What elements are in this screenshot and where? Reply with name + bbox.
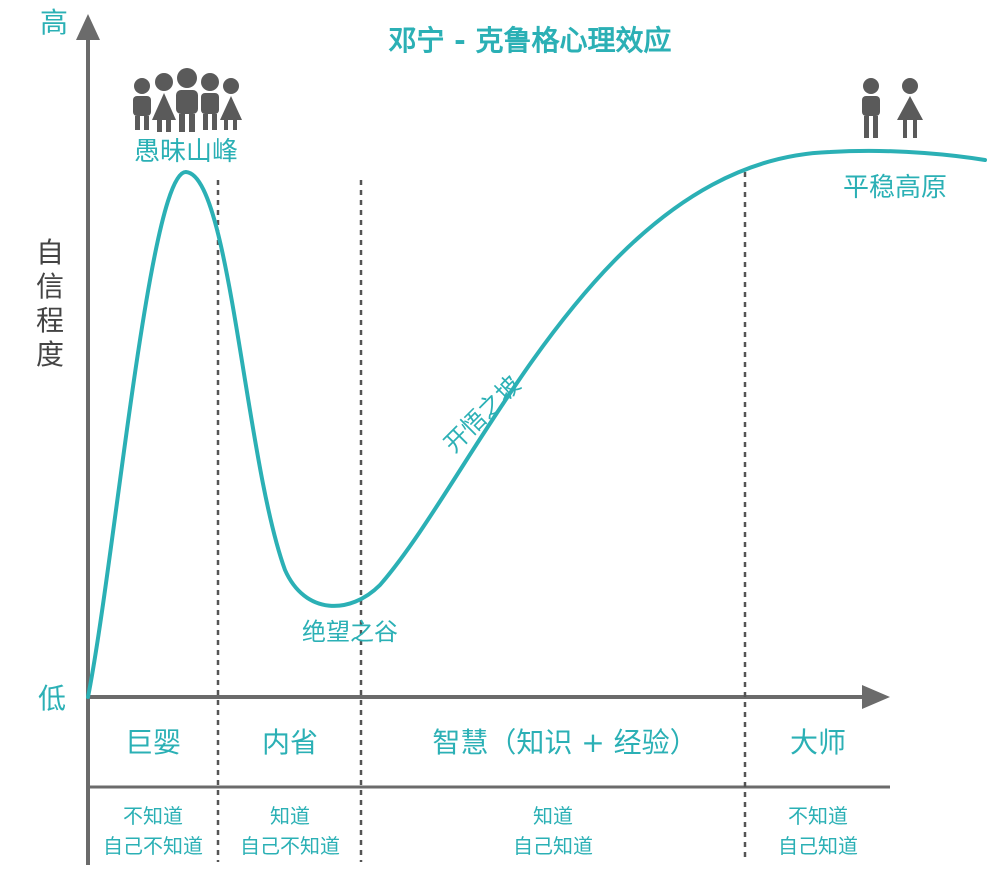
stage-desc-1-line2: 自己不知道	[103, 834, 203, 858]
stage-desc-4-line1: 不知道	[788, 804, 848, 828]
couple-icon	[862, 78, 923, 138]
axes	[86, 38, 868, 865]
peak-label: 愚昧山峰	[134, 137, 238, 167]
stage-desc-2-line2: 自己不知道	[240, 834, 340, 858]
stage-name-4: 大师	[790, 726, 846, 759]
y-low-label: 低	[38, 682, 66, 715]
y-axis-label: 自信程度	[36, 236, 64, 371]
valley-label: 绝望之谷	[302, 618, 398, 646]
diagram-title: 邓宁 - 克鲁格心理效应	[388, 24, 671, 57]
y-axis-label-char: 度	[36, 338, 64, 371]
stage-desc-2-line1: 知道	[270, 804, 310, 828]
stage-desc-4-line2: 自己知道	[778, 834, 858, 858]
stage-name-3: 智慧（知识 + 经验）	[432, 726, 697, 759]
people-group-icon	[133, 68, 242, 132]
slope-label: 开悟之坡	[439, 371, 527, 459]
y-axis-label-char: 信	[36, 270, 64, 303]
stage-descriptions: 不知道 自己不知道 知道 自己不知道 知道 自己知道 不知道 自己知道	[103, 804, 858, 858]
stage-names: 巨婴 内省 智慧（知识 + 经验） 大师	[125, 726, 846, 759]
stage-desc-3-line1: 知道	[533, 804, 573, 828]
y-high-label: 高	[40, 6, 68, 39]
stage-name-2: 内省	[262, 726, 318, 759]
confidence-curve	[86, 148, 987, 699]
stage-dividers	[216, 172, 747, 862]
stage-desc-1-line1: 不知道	[123, 804, 183, 828]
stage-desc-3-line2: 自己知道	[513, 834, 593, 858]
stage-name-1: 巨婴	[125, 726, 181, 759]
y-axis-arrow	[76, 14, 100, 40]
x-axis-arrow	[862, 685, 890, 709]
y-axis-label-char: 程	[36, 304, 64, 337]
plateau-label: 平稳高原	[843, 173, 947, 203]
y-axis-label-char: 自	[36, 236, 64, 269]
